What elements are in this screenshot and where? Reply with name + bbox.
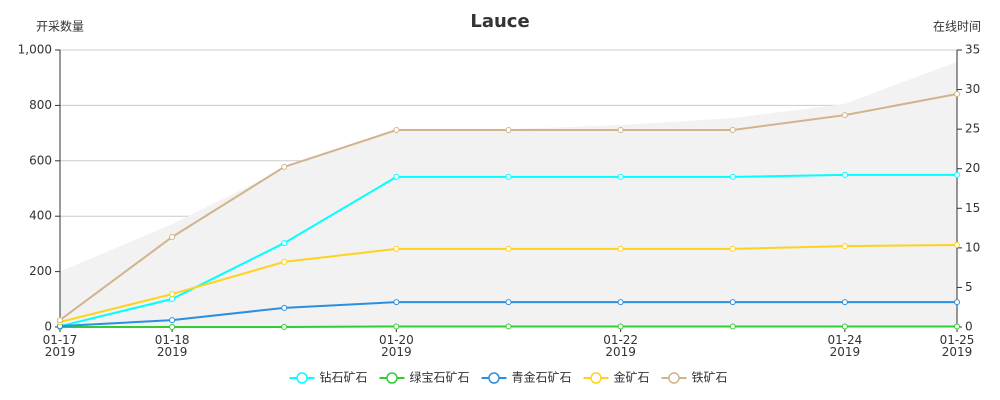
- x-tick-label: 01-25 2019: [940, 333, 975, 359]
- point: [393, 323, 400, 330]
- y-tick-label: 200: [29, 264, 52, 278]
- point: [393, 127, 400, 134]
- x-tick-label: 01-24 2019: [827, 333, 862, 359]
- point: [505, 299, 512, 306]
- point: [729, 127, 736, 134]
- point: [617, 127, 624, 134]
- y2-axis-label: 在线时间: [933, 20, 981, 34]
- point: [169, 291, 176, 298]
- point: [281, 258, 288, 265]
- y-axis-label: 开采数量: [36, 19, 84, 34]
- point: [393, 299, 400, 306]
- y-tick-label: 600: [29, 153, 52, 167]
- point: [393, 173, 400, 180]
- point: [281, 304, 288, 311]
- legend-item: 青金石矿石: [481, 370, 572, 385]
- point: [954, 299, 960, 306]
- legend-marker: [668, 372, 680, 384]
- point: [505, 173, 512, 180]
- point: [729, 173, 736, 180]
- legend-label: 钻石矿石: [320, 370, 368, 385]
- legend-item: 铁矿石: [661, 371, 728, 385]
- point: [841, 112, 848, 119]
- x-tick-label: 01-17 2019: [43, 333, 78, 359]
- point: [281, 163, 288, 170]
- point: [954, 242, 960, 249]
- point: [729, 323, 736, 330]
- legend-item: 钻石矿石: [289, 370, 368, 385]
- point: [169, 324, 176, 330]
- point: [954, 171, 960, 178]
- x-tick-label: 01-20 2019: [379, 333, 414, 359]
- legend-label: 铁矿石: [692, 371, 728, 385]
- point: [841, 243, 848, 250]
- point: [841, 171, 848, 178]
- y-tick-label: 800: [29, 98, 52, 112]
- legend-label: 青金石矿石: [512, 370, 572, 385]
- y-tick-label: 1,000: [18, 43, 52, 57]
- x-tick-label: 01-18 2019: [155, 333, 190, 359]
- legend-marker: [488, 372, 500, 384]
- y-tick-label: 0: [44, 320, 52, 334]
- legend-item: 绿宝石矿石: [379, 370, 470, 385]
- plot-layer: 0 200 400 600 800 1,000 0 5 10 15 20 25 30 35 01-17 201…: [18, 43, 981, 359]
- y2-tick-label: 0: [965, 320, 973, 334]
- point: [169, 296, 176, 303]
- point: [169, 317, 176, 324]
- y-tick-label: 400: [29, 209, 52, 223]
- point: [617, 299, 624, 306]
- chart-title: Lauce: [470, 11, 529, 32]
- point: [57, 317, 63, 324]
- y2-tick-label: 10: [965, 240, 980, 254]
- point: [954, 91, 960, 98]
- y2-tick-label: 25: [965, 122, 980, 136]
- y2-tick-label: 35: [965, 43, 980, 57]
- line-layer: [57, 91, 960, 330]
- point: [281, 324, 288, 330]
- x-tick-label: 01-22 2019: [603, 333, 638, 359]
- legend-marker: [296, 372, 308, 384]
- legend-label: 绿宝石矿石: [410, 370, 470, 385]
- point: [505, 127, 512, 134]
- point: [281, 240, 288, 247]
- point: [841, 323, 848, 330]
- y2-tick-label: 30: [965, 82, 980, 96]
- point: [505, 245, 512, 252]
- legend-marker: [386, 372, 398, 384]
- point: [729, 299, 736, 306]
- point: [169, 233, 176, 240]
- y2-tick-label: 15: [965, 201, 980, 215]
- point: [729, 245, 736, 252]
- y2-tick-label: 5: [965, 280, 973, 294]
- legend-item: 金矿石: [583, 370, 650, 385]
- point: [617, 323, 624, 330]
- legend-marker: [590, 372, 602, 384]
- point: [954, 323, 960, 330]
- legend-label: 金矿石: [614, 370, 650, 385]
- y2-tick-label: 20: [965, 161, 980, 175]
- point: [505, 323, 512, 330]
- point: [617, 173, 624, 180]
- point: [617, 245, 624, 252]
- point: [841, 299, 848, 306]
- point: [393, 245, 400, 252]
